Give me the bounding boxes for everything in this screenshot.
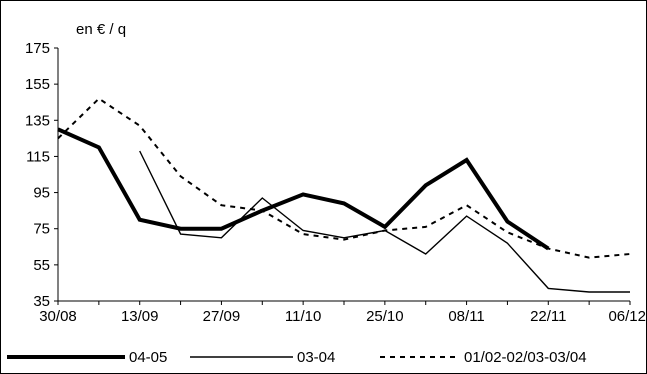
x-tick-label: 30/08 [39, 308, 77, 325]
x-tick-label: 06/12 [608, 308, 646, 325]
x-tick-label: 22/11 [530, 308, 566, 325]
legend: 04-05 03-04 01/02-02/03-03/04 [7, 349, 587, 366]
x-tick-label: 08/11 [448, 308, 484, 325]
series-layer [57, 97, 631, 293]
y-tick-label: 115 [26, 148, 50, 165]
series-line-03-04 [139, 150, 630, 293]
legend-label-03-04: 03-04 [297, 349, 335, 366]
y-tick-label: 95 [33, 185, 50, 202]
legend-label-01/02-02/03-03/04: 01/02-02/03-03/04 [464, 349, 587, 366]
y-tick-label: 75 [33, 221, 50, 238]
y-tick-label: 35 [33, 293, 50, 310]
y-tick-label: 155 [25, 76, 50, 93]
x-tick-label: 11/10 [285, 308, 321, 325]
y-tick-label: 55 [33, 257, 50, 274]
series-line-01/02-02/03-03/04 [57, 97, 631, 259]
y-tick-label: 175 [25, 40, 50, 57]
axes: 35 55 75 95 115 135 155 175 30/08 13/09 27/09 11/10… [25, 40, 646, 325]
x-tick-label: 27/09 [203, 308, 241, 325]
x-tick-label: 25/10 [366, 308, 404, 325]
unit-label: en € / q [76, 21, 126, 38]
y-tick-label: 135 [25, 112, 50, 129]
x-tick-label: 13/09 [121, 308, 159, 325]
series-line-04-05 [57, 127, 550, 251]
legend-label-04-05: 04-05 [129, 349, 167, 366]
